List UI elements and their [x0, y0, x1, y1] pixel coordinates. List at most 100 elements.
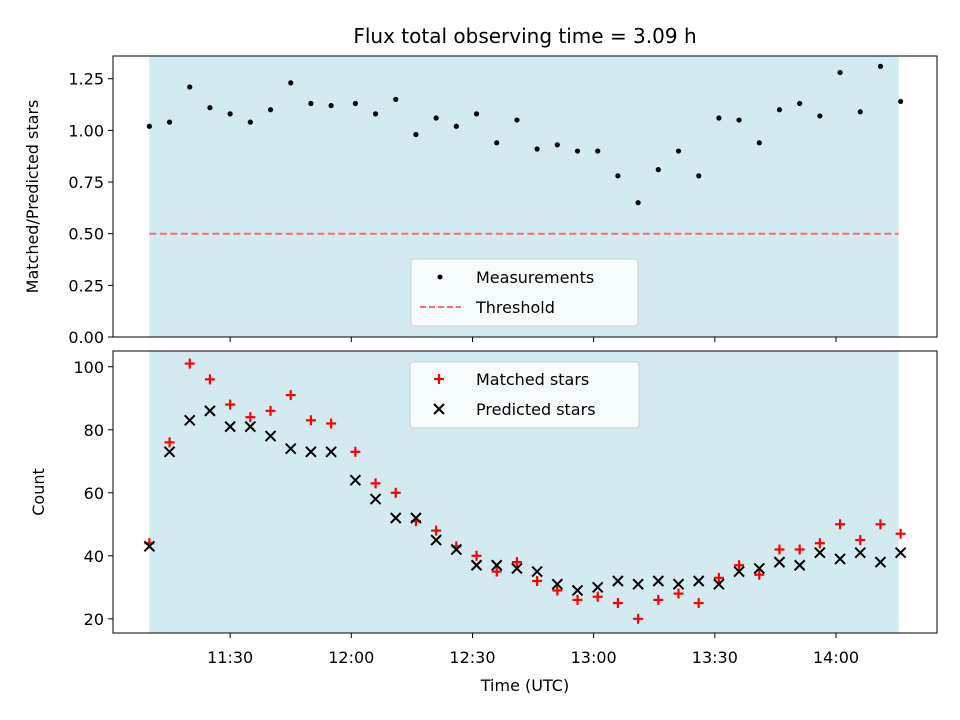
predicted-point	[713, 578, 725, 590]
predicted-point	[369, 493, 382, 505]
cross-b	[143, 540, 156, 553]
y-tick-label: 20	[84, 610, 104, 629]
measurement-point	[267, 107, 274, 113]
measurement-point	[554, 142, 560, 148]
measurement-point	[898, 98, 904, 105]
cross-b	[410, 512, 422, 524]
matched-point	[693, 598, 704, 609]
matched-point	[225, 399, 236, 410]
measurement-point	[696, 173, 702, 179]
counts-legend: Matched stars Predicted stars	[409, 361, 640, 429]
cross-b	[433, 403, 445, 415]
matched-point	[713, 572, 724, 583]
x-tick-label: 13:00	[571, 648, 617, 667]
matched-point	[285, 390, 296, 401]
cross-b	[305, 446, 317, 458]
y-tick-label: 1.00	[68, 121, 104, 140]
measurement-point	[288, 80, 294, 86]
legend-plus	[434, 374, 444, 384]
y-tick-label: 0.00	[68, 328, 104, 347]
cross-b	[285, 442, 297, 455]
measurement-point	[736, 117, 742, 123]
measurement-point	[756, 140, 762, 146]
counts-legend-box	[409, 361, 640, 429]
measurement-point	[453, 123, 459, 129]
predicted-point	[773, 556, 786, 568]
measurement-point	[494, 140, 500, 146]
cross-b	[325, 446, 337, 458]
cross-b	[264, 430, 277, 442]
measurement-point	[146, 123, 152, 129]
predicted-point	[410, 512, 422, 524]
x-tick-label: 12:00	[328, 648, 374, 667]
legend-matched-marker	[434, 374, 444, 384]
matched-point	[875, 519, 886, 530]
measurement-point	[595, 148, 601, 154]
measurement-point	[393, 96, 399, 102]
cross-b	[163, 446, 176, 458]
matched-point	[633, 613, 644, 624]
cross-b	[753, 562, 765, 575]
cross-b	[450, 543, 463, 556]
predicted-point	[430, 534, 442, 546]
measurement-point	[615, 173, 621, 179]
chart-title: Flux total observing time = 3.09 h	[353, 24, 696, 48]
predicted-point	[612, 575, 624, 587]
y-tick-label: 0.25	[68, 276, 104, 295]
cross-b	[834, 553, 846, 565]
matched-point	[511, 557, 522, 568]
predicted-point	[571, 584, 584, 597]
legend-cross	[433, 403, 445, 415]
matched-point	[350, 446, 361, 457]
cross-b	[430, 534, 442, 546]
predicted-point	[470, 559, 483, 571]
matched-point	[184, 358, 195, 369]
legend-matched-label: Matched stars	[476, 370, 589, 389]
x-tick-label: 13:30	[692, 648, 738, 667]
measurement-point	[635, 200, 641, 206]
matched-point	[855, 535, 866, 546]
matched-point	[653, 594, 664, 605]
ratio-plot-frame	[112, 55, 938, 338]
predicted-point	[531, 565, 543, 578]
predicted-point	[349, 474, 362, 486]
measurement-point	[857, 109, 863, 115]
predicted-point	[814, 546, 826, 559]
predicted-point	[143, 540, 156, 553]
x-tick-label: 12:30	[449, 648, 495, 667]
y-tick-label: 0.75	[68, 173, 104, 192]
measurement-point	[227, 111, 233, 117]
cross-b	[491, 559, 503, 571]
ratio-panel: 0.00 0.25 0.50 0.75 1.00 1.25 Matched/Predict…	[23, 55, 938, 347]
predicted-point	[551, 578, 564, 590]
matched-point	[164, 437, 175, 448]
ratio-legend: Measurements Threshold	[410, 258, 639, 327]
measurement-point	[675, 148, 682, 154]
predicted-point	[874, 556, 887, 568]
predicted-point	[511, 562, 523, 575]
x-axis-label: Time (UTC)	[480, 676, 569, 695]
ratio-x-ticks	[229, 337, 837, 342]
cross-b	[531, 565, 543, 578]
cross-b	[692, 575, 705, 587]
cross-b	[184, 414, 196, 427]
cross-b	[854, 546, 866, 559]
matched-point	[431, 525, 442, 536]
cross-b	[874, 556, 887, 568]
cross-b	[652, 575, 665, 587]
predicted-point	[244, 420, 257, 433]
legend-threshold-label: Threshold	[475, 298, 555, 317]
matched-point	[245, 412, 256, 423]
predicted-point	[204, 405, 216, 417]
measurement-point	[574, 148, 581, 154]
predicted-point	[753, 562, 765, 575]
predicted-point	[652, 575, 665, 587]
cross-b	[793, 559, 806, 571]
cross-b	[672, 578, 685, 590]
matched-point	[265, 405, 276, 416]
predicted-point	[491, 559, 503, 571]
legend-predicted-label: Predicted stars	[476, 400, 596, 419]
x-tick-label: 14:00	[813, 648, 859, 667]
y-tick-label: 60	[84, 484, 104, 503]
matched-point	[774, 544, 785, 555]
